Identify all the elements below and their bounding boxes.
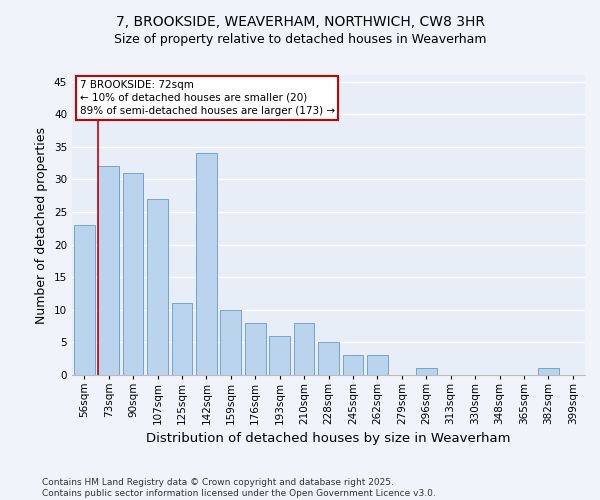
- Bar: [122, 173, 143, 375]
- Bar: [196, 154, 217, 375]
- Bar: [318, 342, 339, 375]
- Y-axis label: Number of detached properties: Number of detached properties: [35, 126, 49, 324]
- Bar: [172, 304, 193, 375]
- X-axis label: Distribution of detached houses by size in Weaverham: Distribution of detached houses by size …: [146, 432, 511, 446]
- Text: Contains HM Land Registry data © Crown copyright and database right 2025.
Contai: Contains HM Land Registry data © Crown c…: [42, 478, 436, 498]
- Bar: [98, 166, 119, 375]
- Bar: [147, 199, 168, 375]
- Text: 7 BROOKSIDE: 72sqm
← 10% of detached houses are smaller (20)
89% of semi-detache: 7 BROOKSIDE: 72sqm ← 10% of detached hou…: [80, 80, 335, 116]
- Text: 7, BROOKSIDE, WEAVERHAM, NORTHWICH, CW8 3HR: 7, BROOKSIDE, WEAVERHAM, NORTHWICH, CW8 …: [115, 15, 485, 29]
- Text: Size of property relative to detached houses in Weaverham: Size of property relative to detached ho…: [114, 32, 486, 46]
- Bar: [416, 368, 437, 375]
- Bar: [220, 310, 241, 375]
- Bar: [74, 225, 95, 375]
- Bar: [269, 336, 290, 375]
- Bar: [293, 323, 314, 375]
- Bar: [245, 323, 266, 375]
- Bar: [538, 368, 559, 375]
- Bar: [367, 356, 388, 375]
- Bar: [343, 356, 364, 375]
